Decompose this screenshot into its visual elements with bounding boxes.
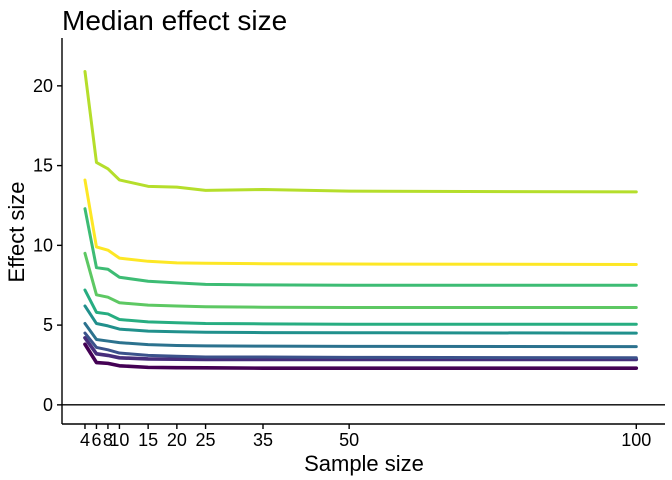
series-line — [83, 331, 638, 360]
y-axis-title: Effect size — [4, 181, 29, 282]
y-tick-label: 20 — [33, 76, 53, 96]
x-tick-label: 20 — [167, 430, 187, 450]
series-line — [83, 251, 638, 310]
x-tick-label: 10 — [109, 430, 129, 450]
y-tick-label: 5 — [43, 315, 53, 335]
x-tick-label: 100 — [621, 430, 651, 450]
x-tick-label: 6 — [91, 430, 101, 450]
series-line — [83, 70, 638, 194]
x-axis-title: Sample size — [304, 451, 424, 476]
x-tick-label: 4 — [80, 430, 90, 450]
chart-title: Median effect size — [62, 5, 287, 36]
x-tick-label: 50 — [339, 430, 359, 450]
x-tick-label: 25 — [196, 430, 216, 450]
series-lines — [83, 70, 639, 370]
series-line — [83, 288, 638, 326]
series-line — [83, 207, 638, 287]
y-tick-label: 0 — [43, 395, 53, 415]
y-tick-label: 10 — [33, 235, 53, 255]
x-tick-label: 15 — [138, 430, 158, 450]
x-axis-ticks: 4 6 810 15 20 25 35 50 100 — [80, 424, 651, 450]
x-tick-label: 35 — [253, 430, 273, 450]
series-line — [83, 336, 639, 362]
y-axis-ticks: 0 5 10 15 20 — [33, 76, 62, 415]
x-tick-label: 8 — [103, 430, 113, 450]
series-line — [83, 322, 638, 349]
y-tick-label: 15 — [33, 156, 53, 176]
series-line — [83, 178, 638, 266]
series-line — [83, 342, 639, 370]
series-line — [83, 304, 638, 335]
